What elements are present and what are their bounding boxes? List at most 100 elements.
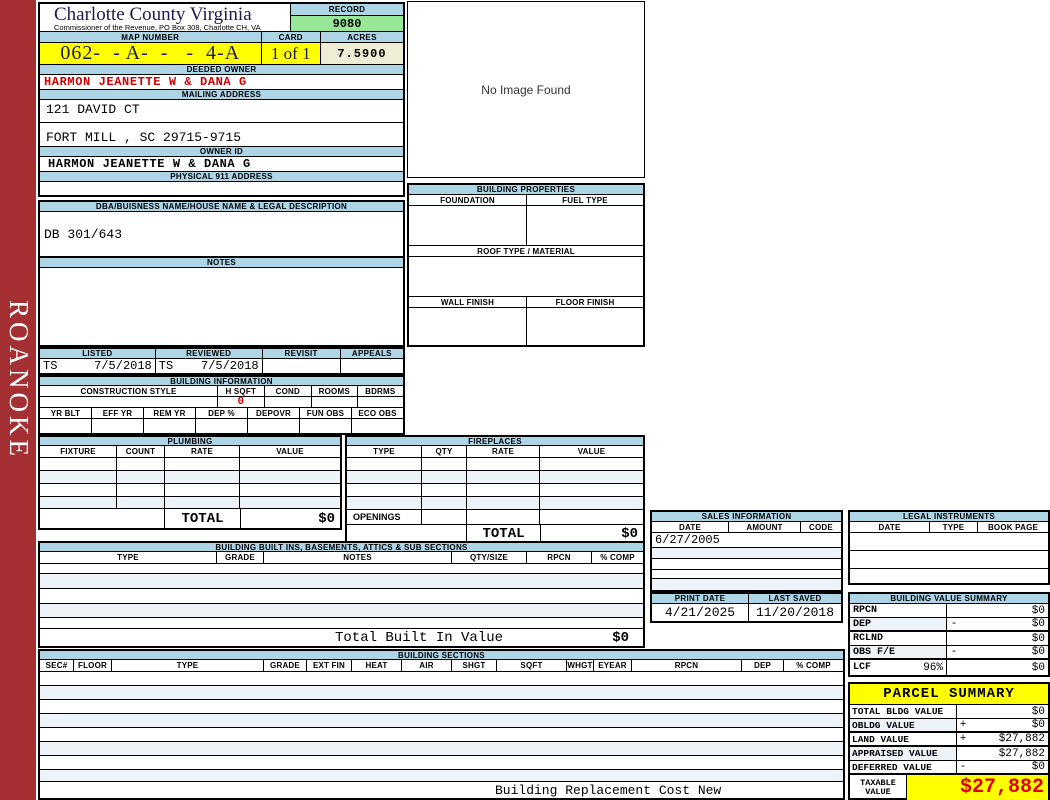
fireplaces-total-label: TOTAL	[482, 525, 525, 542]
sales-title: SALES INFORMATION	[652, 512, 841, 522]
ps-op: +	[959, 733, 967, 745]
parcel-summary-block: PARCEL SUMMARY TOTAL BLDG VALUE $0 OBLDG…	[848, 682, 1050, 800]
built-ins-total-label: Total Built In Value	[335, 629, 504, 646]
sale-date: 6/27/2005	[655, 533, 720, 547]
bs-col-sqft: SQFT	[497, 660, 567, 671]
sales-col-date: DATE	[652, 522, 729, 532]
bs-col-eyear: EYEAR	[594, 660, 632, 671]
acres-value: 7.5900	[320, 43, 404, 64]
bs-col-comp: % COMP	[784, 660, 843, 671]
bs-col-dep: DEP	[742, 660, 784, 671]
building-properties-block: BUILDING PROPERTIES FOUNDATION FUEL TYPE…	[407, 183, 645, 347]
ps-label: DEFERRED VALUE	[850, 761, 957, 773]
depovr-label: DEPOVR	[248, 408, 300, 418]
dates-block: PRINT DATE LAST SAVED 4/21/2025 11/20/20…	[650, 592, 843, 623]
acres-label: ACRES	[320, 32, 404, 42]
ps-value: $0	[1031, 719, 1045, 731]
sale-amount	[729, 533, 801, 547]
building-sections-block: BUILDING SECTIONS SEC# FLOOR TYPE GRADE …	[38, 649, 845, 800]
deeded-owner-label: DEEDED OWNER	[40, 65, 403, 75]
ps-value: $0	[1031, 705, 1045, 718]
taxable-value-amount: $27,882	[907, 775, 1048, 800]
plumbing-col-rate: RATE	[165, 446, 240, 457]
rooms-label: ROOMS	[312, 386, 358, 396]
fireplaces-col-type: TYPE	[347, 446, 422, 457]
fireplaces-openings-label: OPENINGS	[347, 510, 422, 524]
listed-label: LISTED	[40, 349, 156, 358]
roof-label: ROOF TYPE / MATERIAL	[409, 246, 643, 257]
notes-value	[40, 268, 403, 345]
parcel-summary-title: PARCEL SUMMARY	[850, 684, 1048, 705]
ps-label: TOTAL BLDG VALUE	[850, 705, 957, 718]
revisit-value	[263, 359, 341, 373]
map-number-value: 062- - A- - - 4-A	[40, 42, 262, 64]
record-label: RECORD	[291, 4, 403, 16]
floor-finish-label: FLOOR FINISH	[527, 297, 643, 307]
wall-finish-value	[409, 308, 527, 345]
fireplaces-block: FIREPLACES TYPE QTY RATE VALUE OPENINGS …	[345, 435, 645, 544]
mailing-address-line1: 121 DAVID CT	[40, 100, 403, 123]
vs-label: RCLND	[850, 632, 947, 645]
bdrms-value	[358, 397, 404, 407]
physical-address-value	[40, 182, 403, 195]
fuel-type-value	[527, 206, 643, 245]
card-label: CARD	[261, 32, 321, 42]
building-info-title: BUILDING INFORMATION	[40, 377, 403, 386]
ps-op: -	[959, 761, 967, 773]
taxable-value-label: TAXABLE VALUE	[850, 775, 907, 800]
foundation-value	[409, 206, 527, 245]
rooms-value	[312, 397, 358, 407]
plumbing-col-value: VALUE	[240, 446, 340, 457]
bs-col-rpcn: RPCN	[632, 660, 742, 671]
built-ins-block: BUILDING BUILT INS, BASEMENTS, ATTICS & …	[38, 541, 645, 648]
built-ins-col-qty-size: QTY/SIZE	[452, 552, 527, 563]
construction-style-value	[40, 397, 219, 407]
ecoobs-label: ECO OBS	[352, 408, 403, 418]
foundation-label: FOUNDATION	[409, 195, 527, 205]
owner-id-label: OWNER ID	[40, 147, 403, 157]
fuel-type-label: FUEL TYPE	[527, 195, 643, 205]
building-value-summary-title: BUILDING VALUE SUMMARY	[850, 594, 1048, 604]
yrblt-label: YR BLT	[40, 408, 92, 418]
reviewed-by: TS	[158, 359, 174, 373]
legal-instruments-block: LEGAL INSTRUMENTS DATE TYPE BOOK PAGE	[848, 510, 1050, 585]
built-ins-col-notes: NOTES	[264, 552, 452, 563]
property-image-panel: No Image Found	[407, 1, 645, 178]
plumbing-col-count: COUNT	[117, 446, 165, 457]
bs-col-extfin: EXT FIN	[307, 660, 352, 671]
vs-value: $0	[1031, 632, 1045, 645]
cond-label: COND	[264, 386, 313, 396]
sales-row: 6/27/2005	[652, 533, 841, 548]
ps-value: $27,882	[998, 747, 1045, 760]
floor-finish-value	[527, 308, 643, 345]
fireplaces-col-value: VALUE	[540, 446, 643, 457]
plumbing-col-fixture: FIXTURE	[40, 446, 117, 457]
vs-value: $0	[1031, 618, 1045, 630]
fireplaces-col-qty: QTY	[422, 446, 467, 457]
built-ins-col-comp: % COMP	[592, 552, 643, 563]
fireplaces-total-value: $0	[540, 525, 643, 542]
dba-label: DBA/BUISNESS NAME/HOUSE NAME & LEGAL DES…	[40, 202, 403, 212]
plumbing-total-label: TOTAL	[181, 510, 224, 527]
appeals-label: APPEALS	[340, 349, 403, 358]
li-col-date: DATE	[850, 522, 930, 532]
built-ins-title: BUILDING BUILT INS, BASEMENTS, ATTICS & …	[40, 543, 643, 552]
listed-date: 7/5/2018	[94, 359, 152, 373]
vs-value: $0	[1031, 604, 1045, 617]
building-sections-footer: Building Replacement Cost New	[495, 783, 722, 798]
li-col-bookpage: BOOK PAGE	[978, 522, 1048, 532]
vs-label: DEP	[850, 618, 947, 630]
last-saved-value: 11/20/2018	[755, 605, 834, 620]
dep-pct-label: DEP %	[196, 408, 248, 418]
bs-col-whgt: WHGT	[567, 660, 594, 671]
cond-value	[265, 397, 313, 407]
effyr-label: EFF YR	[92, 408, 144, 418]
ps-value: $27,882	[998, 733, 1045, 745]
li-col-type: TYPE	[930, 522, 978, 532]
building-value-summary-block: BUILDING VALUE SUMMARY RPCN $0 DEP - $0 …	[848, 592, 1050, 677]
county-subtitle: Commissioner of the Revenue, PO Box 308,…	[54, 23, 261, 32]
bs-col-heat: HEAT	[352, 660, 402, 671]
ps-label: LAND VALUE	[850, 733, 957, 745]
hsqft-label: H SQFT	[218, 386, 265, 396]
vs-label: LCF	[853, 662, 872, 673]
